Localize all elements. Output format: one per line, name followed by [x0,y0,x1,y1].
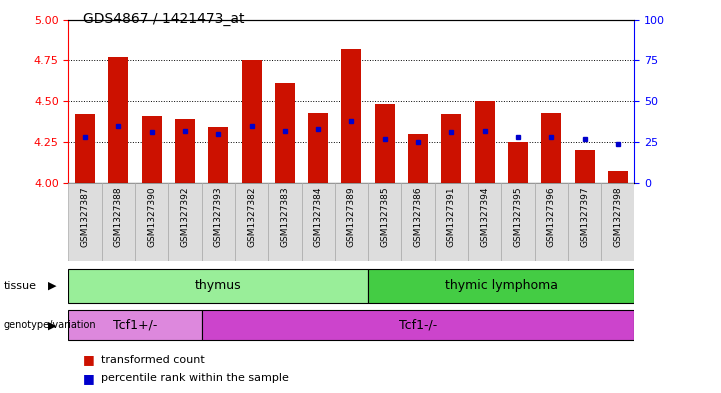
Bar [474,101,495,183]
Text: ▶: ▶ [48,320,57,330]
Text: GDS4867 / 1421473_at: GDS4867 / 1421473_at [83,12,244,26]
Bar [342,49,361,183]
Bar [501,183,534,261]
Bar [541,113,561,183]
Text: Tcf1+/-: Tcf1+/- [113,318,157,331]
Text: GSM1327391: GSM1327391 [447,187,456,247]
Text: percentile rank within the sample: percentile rank within the sample [101,373,289,383]
Bar [375,105,395,183]
Bar [508,142,528,183]
Bar [242,61,262,183]
Text: GSM1327389: GSM1327389 [347,187,356,247]
Text: GSM1327396: GSM1327396 [547,187,556,247]
Bar [68,183,102,261]
Bar [108,57,128,183]
Bar [102,183,135,261]
Bar [435,183,468,261]
Bar [335,183,368,261]
Bar [575,150,595,183]
Text: GSM1327383: GSM1327383 [280,187,289,247]
Text: GSM1327387: GSM1327387 [81,187,89,247]
Text: GSM1327385: GSM1327385 [380,187,389,247]
Bar [135,183,169,261]
Text: GSM1327398: GSM1327398 [614,187,622,247]
Text: thymus: thymus [195,279,242,292]
Text: tissue: tissue [4,281,37,291]
Text: transformed count: transformed count [101,354,205,365]
Bar [601,183,634,261]
Bar [68,310,202,340]
Text: GSM1327393: GSM1327393 [214,187,223,247]
Text: GSM1327397: GSM1327397 [580,187,589,247]
Text: GSM1327390: GSM1327390 [147,187,156,247]
Bar [568,183,601,261]
Text: thymic lymphoma: thymic lymphoma [445,279,558,292]
Text: ▶: ▶ [48,281,57,291]
Text: GSM1327388: GSM1327388 [114,187,123,247]
Text: Tcf1-/-: Tcf1-/- [399,318,437,331]
Bar [468,183,501,261]
Text: ■: ■ [83,353,94,366]
Bar [175,119,195,183]
Bar [368,269,634,303]
Bar [202,310,634,340]
Text: GSM1327384: GSM1327384 [314,187,323,247]
Bar [142,116,162,183]
Text: GSM1327382: GSM1327382 [247,187,256,247]
Bar [608,171,628,183]
Bar [268,183,301,261]
Bar [202,183,235,261]
Text: ■: ■ [83,371,94,385]
Text: GSM1327395: GSM1327395 [513,187,523,247]
Bar [169,183,202,261]
Text: GSM1327392: GSM1327392 [180,187,190,247]
Text: GSM1327394: GSM1327394 [480,187,489,247]
Text: genotype/variation: genotype/variation [4,320,96,330]
Text: GSM1327386: GSM1327386 [414,187,423,247]
Bar [368,183,402,261]
Bar [402,183,435,261]
Bar [441,114,461,183]
Bar [408,134,428,183]
Bar [275,83,295,183]
Bar [534,183,568,261]
Bar [235,183,268,261]
Bar [208,127,229,183]
Bar [75,114,95,183]
Bar [68,269,368,303]
Bar [301,183,335,261]
Bar [308,113,328,183]
